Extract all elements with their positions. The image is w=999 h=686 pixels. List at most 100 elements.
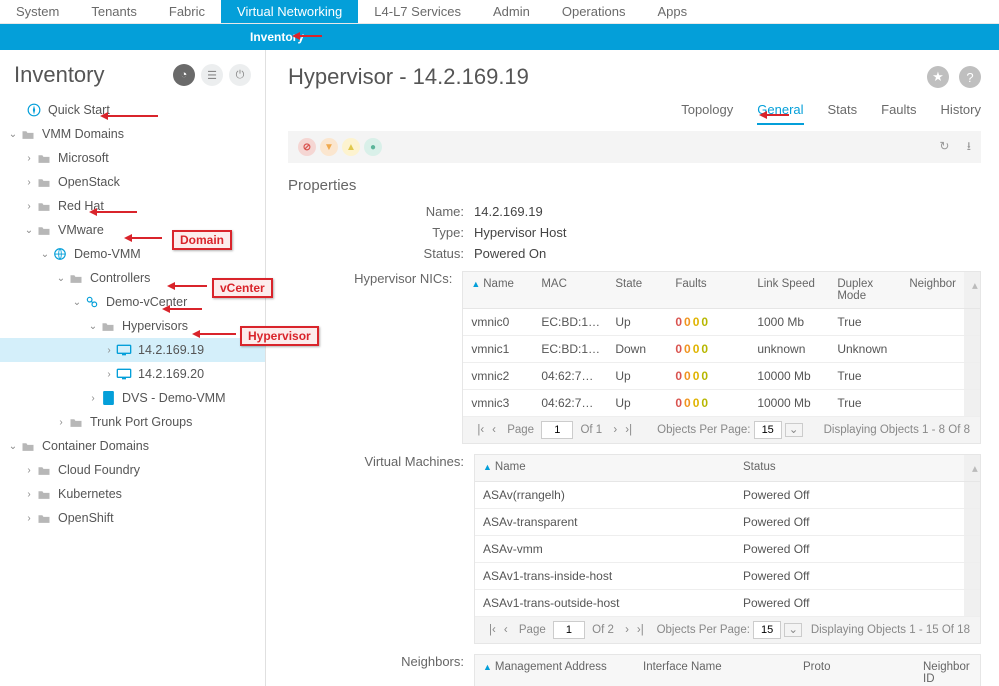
col-state[interactable]: State	[607, 272, 667, 308]
col-mac[interactable]: MAC	[533, 272, 607, 308]
tab-faults[interactable]: Faults	[881, 102, 916, 125]
col-mgmt[interactable]: Management Address	[495, 661, 607, 673]
scroll-up-icon[interactable]: ▴	[964, 272, 980, 308]
tree-label: VMM Domains	[42, 127, 124, 141]
tree-demo-vmm[interactable]: ⌄Demo-VMM	[0, 242, 265, 266]
tab-stats[interactable]: Stats	[828, 102, 858, 125]
page-of: Of 1	[580, 424, 602, 436]
tree-dvs[interactable]: ›DVS - Demo-VMM	[0, 386, 265, 410]
page-title: Hypervisor - 14.2.169.19	[288, 64, 529, 90]
tab-history[interactable]: History	[941, 102, 981, 125]
page-lbl: Page	[519, 624, 546, 636]
col-speed[interactable]: Link Speed	[749, 272, 829, 308]
tree-label: Controllers	[90, 271, 150, 285]
tree-label: Cloud Foundry	[58, 463, 140, 477]
fault-critical-icon[interactable]: ⊘	[298, 138, 316, 156]
nav-tree: Quick Start ⌄ VMM Domains ›Microsoft ›Op…	[0, 94, 265, 534]
col-ifname[interactable]: Interface Name	[635, 655, 795, 686]
lbl-neighbors: Neighbors:	[288, 654, 474, 669]
col-faults[interactable]: Faults	[667, 272, 749, 308]
page-prev-icon[interactable]: ‹	[492, 424, 496, 436]
page-of: Of 2	[592, 624, 614, 636]
tree-quick-start[interactable]: Quick Start	[0, 98, 265, 122]
tree-cloud-foundry[interactable]: ›Cloud Foundry	[0, 458, 265, 482]
tab-general[interactable]: General	[757, 102, 803, 125]
tool-list-icon[interactable]: ☰	[201, 64, 223, 86]
perpage-input[interactable]	[753, 621, 781, 639]
tab-topology[interactable]: Topology	[681, 102, 733, 125]
tool-power-icon[interactable]: ⏻	[229, 64, 251, 86]
col-vm-status[interactable]: Status	[735, 455, 964, 481]
fault-major-icon[interactable]: ▼	[320, 138, 338, 156]
tree-hv-1[interactable]: ›14.2.169.19	[0, 338, 265, 362]
col-name[interactable]: Name	[483, 278, 514, 290]
col-nid[interactable]: Neighbor ID	[915, 655, 980, 686]
table-row[interactable]: vmnic0EC:BD:1…Up00001000 MbTrue	[463, 309, 980, 336]
page-prev-icon[interactable]: ‹	[504, 624, 508, 636]
perpage-dropdown-icon[interactable]: ⌄	[784, 623, 802, 637]
download-icon[interactable]: ⭳	[967, 139, 971, 153]
nav-tenants[interactable]: Tenants	[75, 0, 153, 23]
tool-recent-icon[interactable]: ◔	[173, 64, 195, 86]
folder-icon	[20, 127, 36, 141]
col-duplex[interactable]: Duplex Mode	[829, 272, 901, 308]
nav-system[interactable]: System	[0, 0, 75, 23]
table-row[interactable]: ASAv-transparentPowered Off	[475, 509, 980, 536]
page-input[interactable]	[541, 421, 573, 439]
nav-admin[interactable]: Admin	[477, 0, 546, 23]
tree-demo-vcenter[interactable]: ⌄Demo-vCenter	[0, 290, 265, 314]
table-row[interactable]: ASAv1-trans-outside-hostPowered Off	[475, 590, 980, 617]
nav-l4l7[interactable]: L4-L7 Services	[358, 0, 477, 23]
page-next-icon[interactable]: ›	[625, 624, 629, 636]
perpage-dropdown-icon[interactable]: ⌄	[785, 423, 803, 437]
tree-hypervisors[interactable]: ⌄Hypervisors	[0, 314, 265, 338]
tree-label: OpenStack	[58, 175, 120, 189]
tree-vmware[interactable]: ⌄VMware	[0, 218, 265, 242]
table-row[interactable]: ASAv(rrangelh)Powered Off	[475, 482, 980, 509]
col-proto[interactable]: Proto	[795, 655, 915, 686]
scroll-up-icon[interactable]: ▴	[964, 455, 980, 481]
tree-openstack[interactable]: ›OpenStack	[0, 170, 265, 194]
tree-microsoft[interactable]: ›Microsoft	[0, 146, 265, 170]
table-row[interactable]: ASAv-vmmPowered Off	[475, 536, 980, 563]
nav-fabric[interactable]: Fabric	[153, 0, 221, 23]
folder-icon	[36, 151, 52, 165]
nav-apps[interactable]: Apps	[641, 0, 703, 23]
tree-redhat[interactable]: ›Red Hat	[0, 194, 265, 218]
help-icon[interactable]: ?	[959, 66, 981, 88]
tree-vmm-domains[interactable]: ⌄ VMM Domains	[0, 122, 265, 146]
table-row[interactable]: vmnic1EC:BD:1…Down0000unknownUnknown	[463, 336, 980, 363]
table-row[interactable]: ASAv1-trans-inside-hostPowered Off	[475, 563, 980, 590]
subnav-inventory[interactable]: Inventory	[250, 30, 304, 44]
tree-container-domains[interactable]: ⌄Container Domains	[0, 434, 265, 458]
nav-operations[interactable]: Operations	[546, 0, 642, 23]
col-neighbor[interactable]: Neighbor	[901, 272, 964, 308]
tree-label: 14.2.169.20	[138, 367, 204, 381]
tree-trunk[interactable]: ›Trunk Port Groups	[0, 410, 265, 434]
sidebar: Inventory ◔ ☰ ⏻ Quick Start ⌄ VMM Domain…	[0, 50, 266, 686]
table-row[interactable]: vmnic304:62:7…Up000010000 MbTrue	[463, 390, 980, 417]
tree-label: Red Hat	[58, 199, 104, 213]
page-input[interactable]	[553, 621, 585, 639]
host-icon	[116, 367, 132, 381]
favorite-icon[interactable]: ★	[927, 66, 949, 88]
page-first-icon[interactable]: |‹	[489, 624, 496, 636]
fault-minor-icon[interactable]: ▲	[342, 138, 360, 156]
perpage-input[interactable]	[754, 421, 782, 439]
nav-virtual-networking[interactable]: Virtual Networking	[221, 0, 358, 23]
tree-label: VMware	[58, 223, 104, 237]
folder-icon	[68, 415, 84, 429]
page-first-icon[interactable]: |‹	[477, 424, 484, 436]
fault-warn-icon[interactable]: ●	[364, 138, 382, 156]
page-last-icon[interactable]: ›|	[637, 624, 644, 636]
tree-controllers[interactable]: ⌄Controllers	[0, 266, 265, 290]
refresh-icon[interactable]: ↻	[939, 139, 949, 153]
page-last-icon[interactable]: ›|	[625, 424, 632, 436]
col-vm-name[interactable]: Name	[495, 461, 526, 473]
tree-hv-2[interactable]: ›14.2.169.20	[0, 362, 265, 386]
tree-label: Hypervisors	[122, 319, 188, 333]
tree-openshift[interactable]: ›OpenShift	[0, 506, 265, 530]
page-next-icon[interactable]: ›	[613, 424, 617, 436]
tree-kubernetes[interactable]: ›Kubernetes	[0, 482, 265, 506]
table-row[interactable]: vmnic204:62:7…Up000010000 MbTrue	[463, 363, 980, 390]
